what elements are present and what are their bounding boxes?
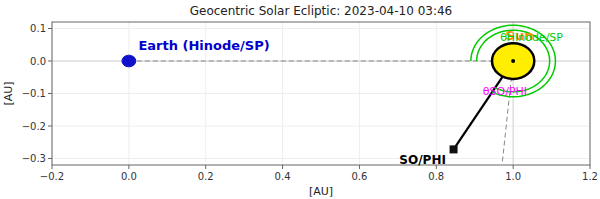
tick [590, 165, 591, 169]
earth-sun-line [129, 61, 513, 62]
so-phi [450, 145, 458, 153]
point-label: SO/PHI [399, 153, 446, 167]
plot-frame [52, 22, 590, 165]
plot-area [52, 22, 590, 165]
tick [48, 126, 52, 127]
tick-label: −0.3 [22, 153, 46, 164]
tick [282, 165, 283, 169]
grid-line [52, 158, 590, 159]
tick [48, 61, 52, 62]
angle-label: θHinode/SP [500, 31, 563, 44]
tick [48, 93, 52, 94]
tick-label: 1.0 [505, 171, 521, 182]
tick-label: 0.0 [30, 56, 46, 67]
tick-label: 0.4 [275, 171, 291, 182]
grid-line [52, 126, 590, 127]
angle-label: θSO/PHI [483, 85, 527, 98]
tick [205, 165, 206, 169]
point-label: Earth (Hinode/SP) [138, 38, 269, 53]
tick-label: 0.0 [121, 171, 137, 182]
tick [48, 158, 52, 159]
tick-label: 0.8 [428, 171, 444, 182]
title: Geocentric Solar Ecliptic: 2023-04-10 03… [190, 4, 452, 18]
tick-label: 0.1 [30, 23, 46, 34]
tick-label: −0.2 [40, 171, 64, 182]
tick [359, 165, 360, 169]
chart: −0.2 0.0 0.2 0.4 0.6 0.8 1.0 1.2 −0.3 −0.2 −0.1 0.0… [0, 0, 600, 199]
tick-label: −0.2 [22, 121, 46, 132]
x-axis-label: [AU] [309, 185, 333, 198]
tick-label: 0.6 [351, 171, 367, 182]
tick-label: −0.1 [22, 88, 46, 99]
y-axis-label: [AU] [2, 81, 15, 105]
tick-label: 0.2 [198, 171, 214, 182]
earth [122, 55, 136, 67]
tick [48, 28, 52, 29]
tick-label: 1.2 [582, 171, 598, 182]
tick [513, 165, 514, 169]
sun-center [511, 59, 515, 63]
tick [128, 165, 129, 169]
tick [52, 165, 53, 169]
sun [492, 43, 534, 79]
